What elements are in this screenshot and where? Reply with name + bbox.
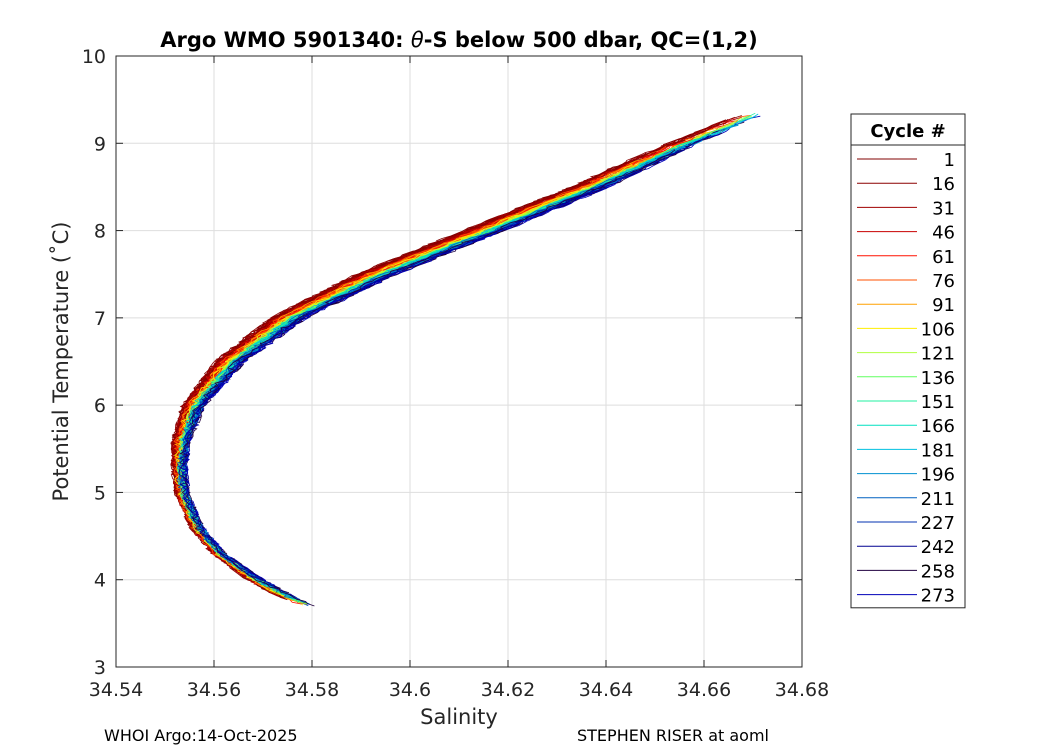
footer-left: WHOI Argo:14-Oct-2025 [104,726,298,745]
legend-label-227: 227 [921,513,955,534]
legend-label-151: 151 [921,392,955,413]
footer-right: STEPHEN RISER at aoml [577,726,769,745]
y-tick-label: 3 [94,657,106,679]
legend-label-46: 46 [932,223,955,244]
x-tick-label: 34.62 [481,679,535,701]
y-tick-label: 5 [94,482,106,504]
legend-label-1: 1 [944,150,955,171]
legend-label-136: 136 [921,368,955,389]
axes-box [115,55,803,668]
title-symbol: θ [411,28,424,52]
legend-label-91: 91 [932,295,955,316]
axis-ticks: 34.54 34.56 34.58 34.6 34.62 34.64 34.66 34.68 3… [82,46,829,701]
legend-label-76: 76 [932,271,955,292]
x-axis-title: Salinity [420,705,498,729]
profile-273 [180,181,618,581]
x-tick-label: 34.64 [579,679,633,701]
legend-label-211: 211 [921,489,955,510]
x-tick-label: 34.54 [89,679,143,701]
legend-label-181: 181 [921,440,955,461]
y-axis-title: Potential Temperature (˚C) [49,222,73,502]
legend-label-258: 258 [921,561,955,582]
legend-label-196: 196 [921,465,955,486]
y-tick-label: 9 [94,133,106,155]
profile-227 [177,163,648,592]
y-tick-label: 10 [82,46,106,68]
profile-16 [170,176,601,600]
title-prefix: Argo WMO 5901340: [160,28,411,52]
x-tick-label: 34.6 [389,679,431,701]
legend-label-166: 166 [921,416,955,437]
x-tick-label: 34.68 [775,679,829,701]
legend: Cycle # 1 16 31 46 61 76 91 106 121 136 151 166 181 19… [850,113,966,609]
profile-242 [178,135,711,593]
y-tick-label: 4 [94,570,106,592]
y-tick-label: 6 [94,395,106,417]
profile-curves [170,112,761,607]
legend-label-121: 121 [921,344,955,365]
legend-title: Cycle # [870,121,945,142]
title-suffix: -S below 500 dbar, QC=(1,2) [424,28,758,52]
x-tick-label: 34.66 [677,679,731,701]
y-tick-label: 8 [94,221,106,243]
legend-label-242: 242 [921,537,955,558]
plot-frame [115,55,803,668]
legend-box [850,113,966,609]
y-tick-label: 7 [94,308,106,330]
legend-label-16: 16 [932,174,955,195]
legend-label-106: 106 [921,319,955,340]
x-tick-label: 34.58 [285,679,339,701]
chart-title: Argo WMO 5901340: θ-S below 500 dbar, QC… [160,28,757,52]
legend-label-61: 61 [932,247,955,268]
profile-258 [178,149,676,605]
legend-label-273: 273 [921,586,955,607]
x-tick-label: 34.56 [187,679,241,701]
legend-label-31: 31 [932,198,955,219]
